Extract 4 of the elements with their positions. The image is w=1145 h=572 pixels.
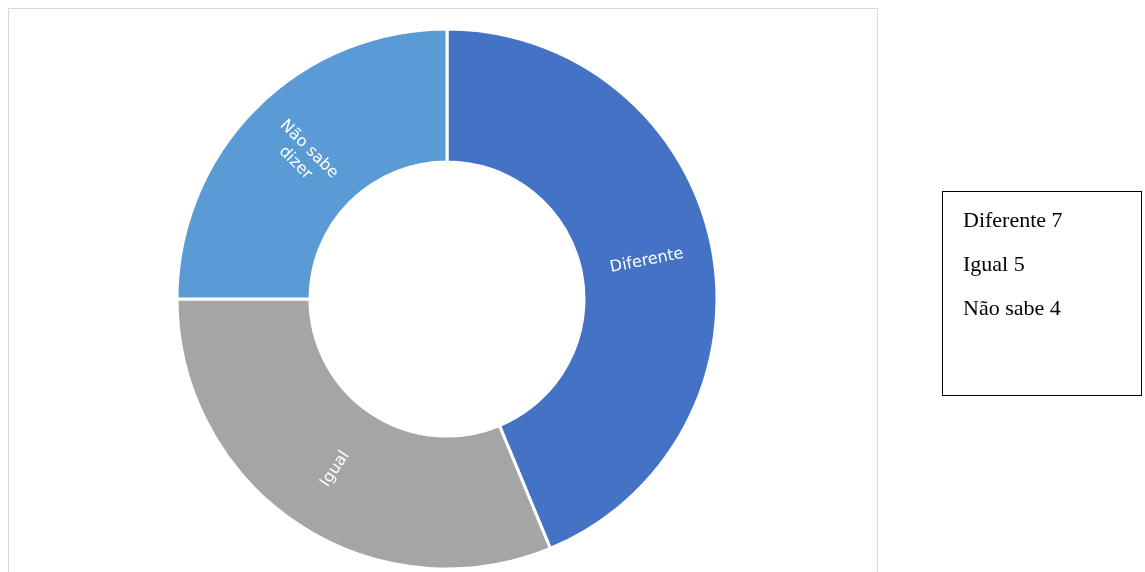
text: Não sabe 4 — [963, 295, 1062, 320]
text: Diferente 7 — [963, 207, 1064, 232]
text: Igual 5 — [963, 251, 1026, 276]
slice-label: Diferente — [608, 242, 686, 276]
